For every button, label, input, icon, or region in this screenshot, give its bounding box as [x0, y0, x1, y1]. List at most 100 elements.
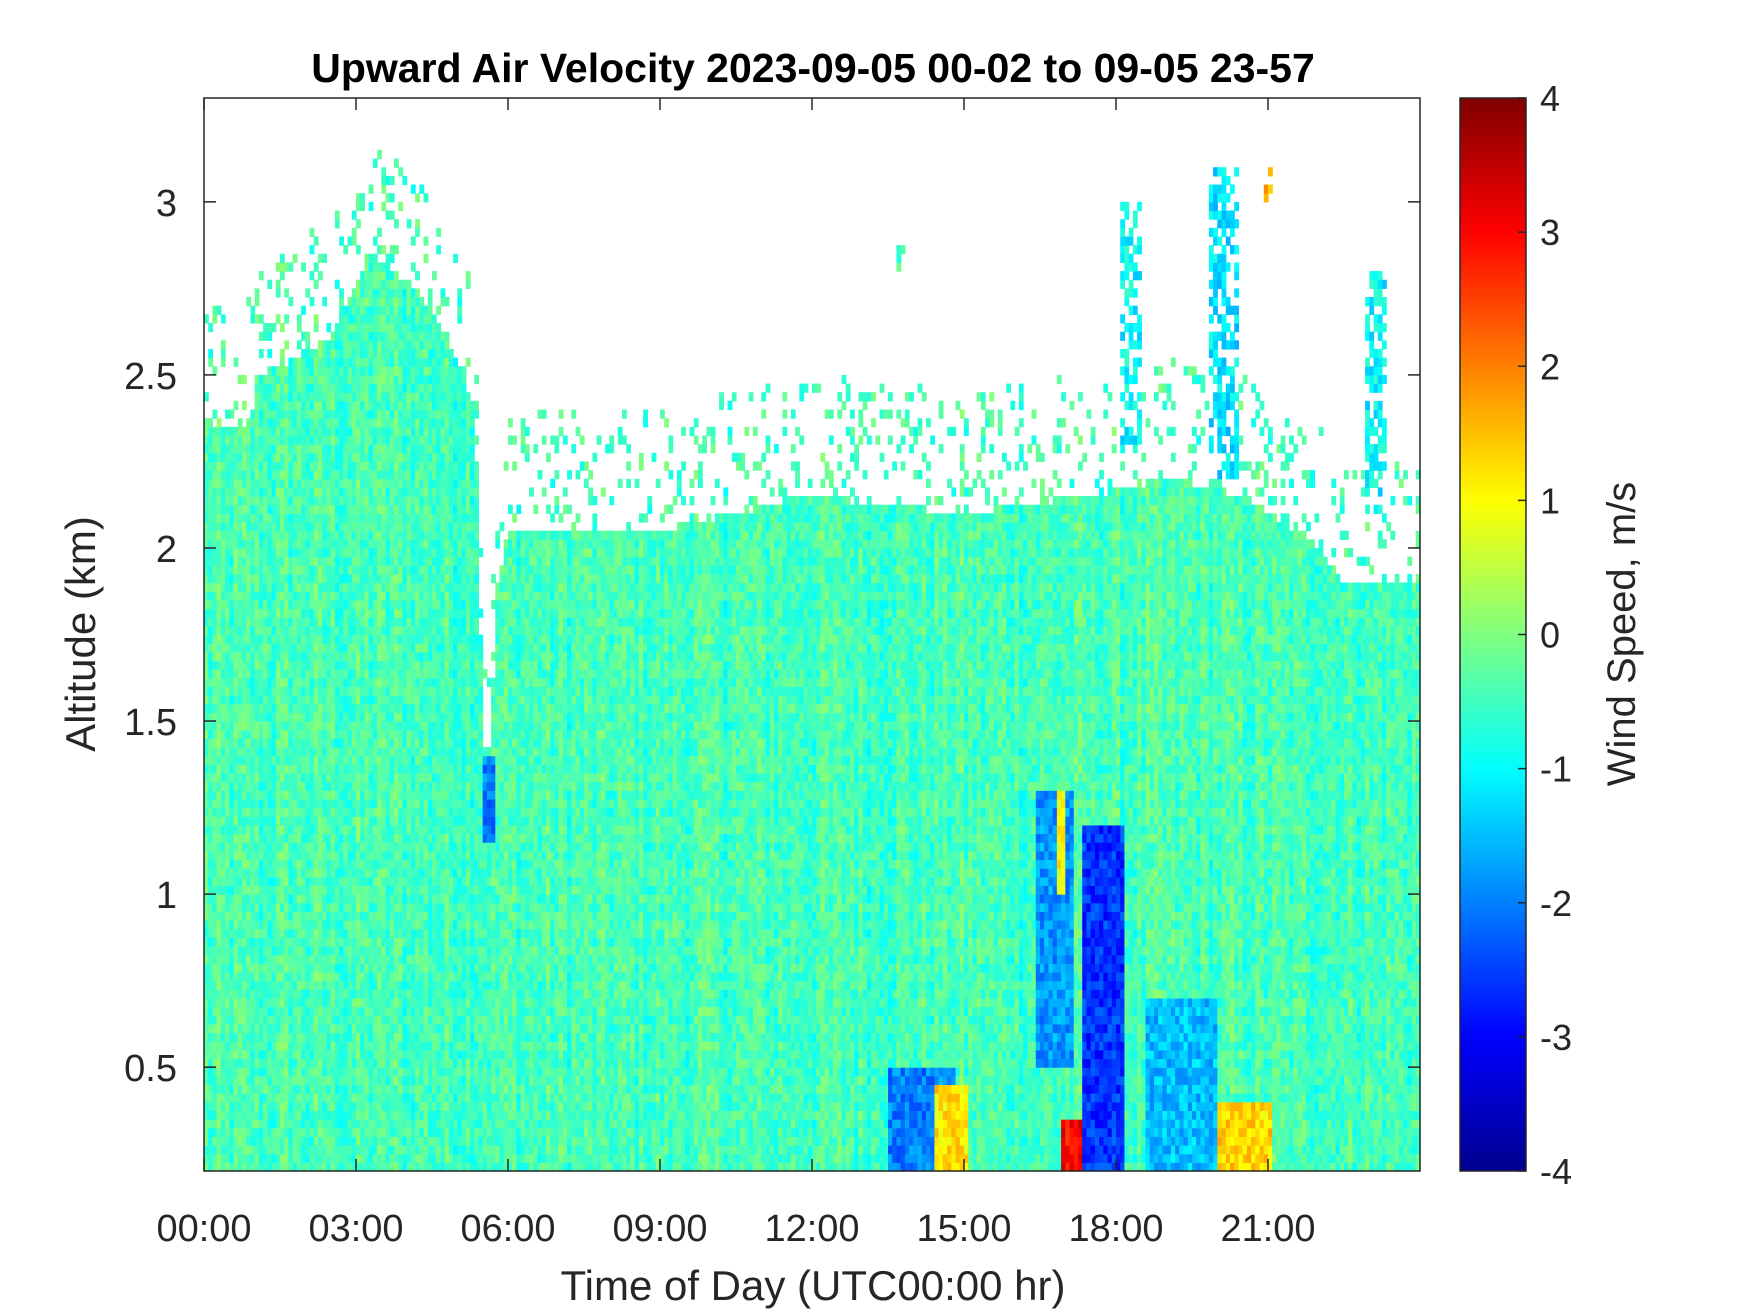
- heatmap-cell: [267, 756, 272, 765]
- heatmap-cell: [234, 929, 239, 938]
- heatmap-cell: [348, 453, 353, 462]
- heatmap-cell: [310, 972, 315, 981]
- heatmap-cell: [415, 1076, 420, 1085]
- heatmap-cell: [293, 669, 298, 678]
- heatmap-cell: [369, 1067, 374, 1076]
- heatmap-cell: [398, 539, 403, 548]
- heatmap-cell: [310, 894, 315, 903]
- heatmap-cell: [373, 695, 378, 704]
- heatmap-cell: [225, 903, 230, 912]
- heatmap-cell: [208, 738, 213, 747]
- heatmap-cell: [352, 401, 357, 410]
- heatmap-cell: [255, 825, 260, 834]
- heatmap-cell: [297, 730, 302, 739]
- heatmap-cell: [276, 756, 281, 765]
- heatmap-cell: [259, 401, 264, 410]
- heatmap-cell: [394, 721, 399, 730]
- heatmap-cell: [343, 617, 348, 626]
- heatmap-cell: [229, 531, 234, 540]
- heatmap-cell: [398, 660, 403, 669]
- heatmap-cell: [293, 1041, 298, 1050]
- heatmap-cell: [335, 600, 340, 609]
- heatmap-cell: [335, 1076, 340, 1085]
- heatmap-cell: [280, 609, 285, 618]
- heatmap-cell: [335, 513, 340, 522]
- heatmap-cell: [318, 539, 323, 548]
- heatmap-cell: [267, 557, 272, 566]
- heatmap-cell: [225, 678, 230, 687]
- heatmap-cell: [356, 1136, 361, 1145]
- heatmap-cell: [310, 1145, 315, 1154]
- heatmap-cell: [208, 1015, 213, 1024]
- heatmap-cell: [293, 479, 298, 488]
- heatmap-cell: [326, 894, 331, 903]
- heatmap-cell: [305, 678, 310, 687]
- heatmap-cell: [217, 989, 222, 998]
- heatmap-cell: [348, 522, 353, 531]
- heatmap-cell: [276, 1110, 281, 1119]
- heatmap-cell: [339, 885, 344, 894]
- heatmap-cell: [263, 1145, 268, 1154]
- heatmap-cell: [255, 461, 260, 470]
- heatmap-cell: [314, 704, 319, 713]
- heatmap-cell: [339, 721, 344, 730]
- heatmap-cell: [411, 660, 416, 669]
- heatmap-cell: [301, 799, 306, 808]
- heatmap-cell: [335, 375, 340, 384]
- heatmap-cell: [360, 323, 365, 332]
- heatmap-cell: [322, 730, 327, 739]
- heatmap-cell: [381, 998, 386, 1007]
- heatmap-cell: [352, 955, 357, 964]
- heatmap-cell: [284, 539, 289, 548]
- heatmap-cell: [369, 989, 374, 998]
- heatmap-cell: [364, 635, 369, 644]
- heatmap-cell: [339, 868, 344, 877]
- heatmap-cell: [331, 513, 336, 522]
- heatmap-cell: [386, 375, 391, 384]
- heatmap-cell: [411, 349, 416, 358]
- heatmap-cell: [208, 669, 213, 678]
- heatmap-cell: [229, 825, 234, 834]
- heatmap-cell: [310, 565, 315, 574]
- heatmap-cell: [407, 1119, 412, 1128]
- heatmap-cell: [229, 764, 234, 773]
- heatmap-cell: [259, 1024, 264, 1033]
- heatmap-cell: [212, 453, 217, 462]
- heatmap-cell: [221, 1110, 226, 1119]
- heatmap-cell: [250, 851, 255, 860]
- heatmap-cell: [259, 418, 264, 427]
- heatmap-cell: [297, 1162, 302, 1171]
- heatmap-cell: [386, 911, 391, 920]
- heatmap-cell: [314, 825, 319, 834]
- heatmap-cell: [288, 1102, 293, 1111]
- heatmap-cell: [314, 877, 319, 886]
- heatmap-cell: [343, 998, 348, 1007]
- heatmap-cell: [297, 1007, 302, 1016]
- heatmap-cell: [339, 1059, 344, 1068]
- heatmap-cell: [335, 1084, 340, 1093]
- heatmap-cell: [280, 712, 285, 721]
- heatmap-cell: [212, 1024, 217, 1033]
- heatmap-cell: [364, 1084, 369, 1093]
- heatmap-cell: [356, 444, 361, 453]
- heatmap-cell: [335, 877, 340, 886]
- heatmap-cell: [390, 609, 395, 618]
- heatmap-cell: [263, 911, 268, 920]
- heatmap-cell: [360, 193, 365, 202]
- heatmap-cell: [373, 288, 378, 297]
- heatmap-cell: [234, 609, 239, 618]
- heatmap-cell: [250, 410, 255, 419]
- heatmap-cell: [255, 1154, 260, 1163]
- heatmap-cell: [259, 859, 264, 868]
- heatmap-cell: [343, 773, 348, 782]
- heatmap-cell: [280, 859, 285, 868]
- heatmap-cell: [415, 808, 420, 817]
- heatmap-cell: [250, 695, 255, 704]
- heatmap-cell: [259, 911, 264, 920]
- heatmap-cell: [234, 1041, 239, 1050]
- heatmap-cell: [377, 937, 382, 946]
- heatmap-cell: [276, 505, 281, 514]
- heatmap-cell: [373, 531, 378, 540]
- heatmap-cell: [259, 643, 264, 652]
- heatmap-cell: [221, 548, 226, 557]
